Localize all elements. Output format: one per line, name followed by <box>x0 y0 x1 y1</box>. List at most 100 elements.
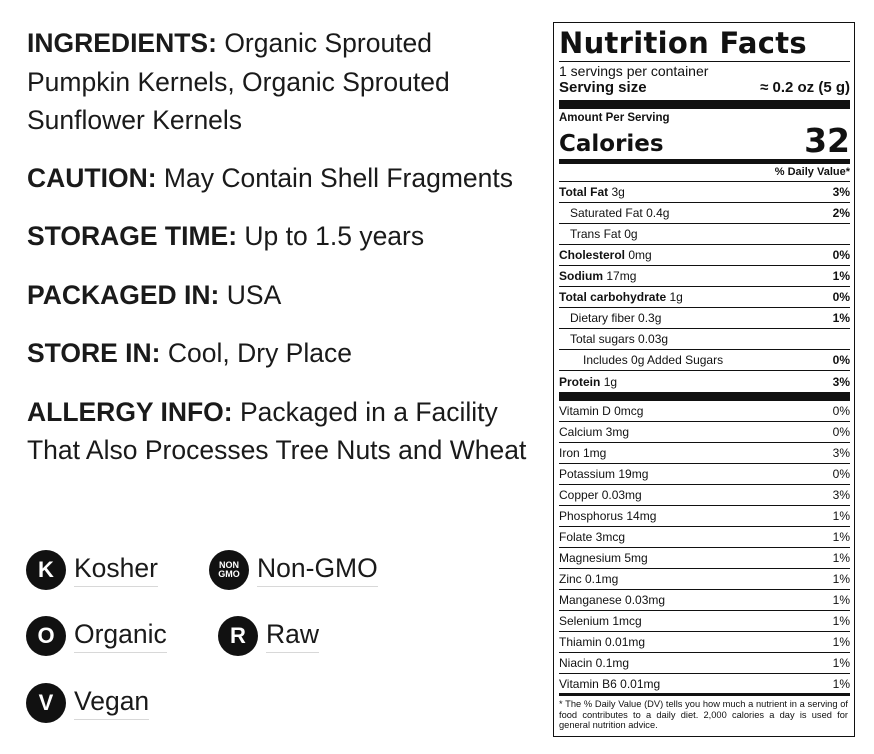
nutrient-row-total-carbohydrate: Total carbohydrate 1g 0% <box>559 287 850 308</box>
store-in-text: Cool, Dry Place <box>167 338 352 368</box>
vitamin-row: Magnesium 5mg 1% <box>559 548 850 569</box>
ingredients-text: Organic Sprouted Pumpkin Kernels, Organi… <box>27 28 450 135</box>
kosher-badge: K Kosher <box>26 550 158 590</box>
nutrient-name: Includes 0g Added Sugars <box>583 353 724 367</box>
storage-time-paragraph: STORAGE TIME: Up to 1.5 years <box>27 217 532 256</box>
vegan-label: Vegan <box>74 686 150 720</box>
allergy-info-text: Packaged in a Facility That Also Process… <box>27 396 527 466</box>
vitamin-row: Vitamin D 0mcg 0% <box>559 401 850 422</box>
nutrient-dv: 0% <box>832 248 850 262</box>
vitamin-label: Copper 0.03mg <box>559 488 642 502</box>
serving-size-value: ≈ 0.2 oz (5 g) <box>760 79 850 96</box>
vitamin-dv: 1% <box>832 635 850 649</box>
packaged-in-paragraph: PACKAGED IN: USA <box>27 276 532 315</box>
nutrient-dv: 3% <box>832 374 850 389</box>
nutrition-facts-title: Nutrition Facts <box>559 26 807 60</box>
vitamin-dv: 1% <box>832 551 850 565</box>
nutrient-row-total-sugars: Total sugars 0.03g <box>559 329 850 350</box>
nutrient-amount: 3g <box>611 185 625 199</box>
vitamin-dv: 0% <box>832 425 850 439</box>
vitamin-label: Thiamin 0.01mg <box>559 635 646 649</box>
nutrient-amount: 17mg <box>606 269 637 283</box>
nutrient-amount: 0.03g <box>638 332 669 346</box>
store-in-label: STORE IN: <box>27 338 161 368</box>
vitamin-label: Niacin 0.1mg <box>559 656 630 670</box>
serving-size-label: Serving size <box>559 79 647 96</box>
store-in-paragraph: STORE IN: Cool, Dry Place <box>27 334 532 373</box>
vitamin-label: Calcium 3mg <box>559 425 630 439</box>
storage-time-text: Up to 1.5 years <box>244 221 425 251</box>
vitamin-dv: 1% <box>832 656 850 670</box>
nutrient-row-total-fat: Total Fat 3g 3% <box>559 182 850 203</box>
nutrient-dv: 1% <box>832 269 850 283</box>
kosher-icon: K <box>26 550 66 590</box>
divider <box>559 61 850 62</box>
nutrient-row-dietary-fiber: Dietary fiber 0.3g 1% <box>559 308 850 329</box>
vitamin-dv: 1% <box>832 572 850 586</box>
thick-divider <box>559 392 850 401</box>
organic-badge: O Organic <box>26 616 167 656</box>
nutrient-amount: 1g <box>603 374 618 389</box>
nutrient-name: Trans Fat <box>570 227 621 241</box>
vitamin-label: Vitamin B6 0.01mg <box>559 676 661 691</box>
nutrient-amount: 0mg <box>628 248 652 262</box>
vitamin-row: Zinc 0.1mg 1% <box>559 569 850 590</box>
calories-label: Calories <box>559 131 664 157</box>
nutrient-row-saturated-fat: Saturated Fat 0.4g 2% <box>559 203 850 224</box>
vitamin-row: Iron 1mg 3% <box>559 443 850 464</box>
nutrient-name: Sodium <box>559 269 603 283</box>
vitamin-row: Thiamin 0.01mg 1% <box>559 632 850 653</box>
vitamin-label: Manganese 0.03mg <box>559 593 666 607</box>
nutrient-dv: 2% <box>832 206 850 220</box>
non-gmo-label: Non-GMO <box>257 553 378 587</box>
amount-per-serving: Amount Per Serving <box>559 112 670 124</box>
vitamin-label: Phosphorus 14mg <box>559 509 657 523</box>
vitamin-label: Folate 3mcg <box>559 530 626 544</box>
ingredients-paragraph: INGREDIENTS: Organic Sprouted Pumpkin Ke… <box>27 24 532 140</box>
vitamin-row: Selenium 1mcg 1% <box>559 611 850 632</box>
daily-value-header: % Daily Value* <box>559 164 850 182</box>
product-info: INGREDIENTS: Organic Sprouted Pumpkin Ke… <box>27 24 532 470</box>
nutrient-dv: 1% <box>832 311 850 325</box>
vitamin-label: Selenium 1mcg <box>559 614 642 628</box>
calories-row: Calories 32 <box>559 124 850 157</box>
packaged-in-label: PACKAGED IN: <box>27 279 220 310</box>
nutrient-name: Protein <box>559 374 601 389</box>
servings-per-container: 1 servings per container <box>559 63 709 79</box>
nutrient-amount: 0.3g <box>638 311 662 325</box>
vitamin-dv: 3% <box>832 446 850 460</box>
nutrient-name: Dietary fiber <box>570 311 635 325</box>
nutrient-name: Total sugars <box>570 332 635 346</box>
raw-badge: R Raw <box>218 616 320 656</box>
raw-icon: R <box>218 616 258 656</box>
vegan-icon: V <box>26 683 66 723</box>
vitamin-label: Zinc 0.1mg <box>559 572 619 586</box>
caution-paragraph: CAUTION: May Contain Shell Fragments <box>27 159 532 198</box>
vitamin-dv: 3% <box>832 488 850 502</box>
vitamin-row: Niacin 0.1mg 1% <box>559 653 850 674</box>
non-gmo-icon: NON GMO <box>209 550 249 590</box>
nutrition-facts-panel: Nutrition Facts 1 servings per container… <box>553 22 855 737</box>
nutrient-row-sodium: Sodium 17mg 1% <box>559 266 850 287</box>
caution-label: CAUTION: <box>27 162 157 193</box>
vitamin-dv: 1% <box>832 530 850 544</box>
organic-icon: O <box>26 616 66 656</box>
ingredients-label: INGREDIENTS: <box>27 28 217 58</box>
vegan-badge: V Vegan <box>26 683 150 723</box>
vitamin-row: Vitamin B6 0.01mg 1% <box>559 674 850 696</box>
medium-divider <box>559 159 850 164</box>
daily-value-footnote: * The % Daily Value (DV) tells you how m… <box>559 699 848 730</box>
vitamin-row: Folate 3mcg 1% <box>559 527 850 548</box>
vitamin-label: Magnesium 5mg <box>559 551 648 565</box>
vitamin-label: Potassium 19mg <box>559 467 649 481</box>
vitamin-dv: 0% <box>832 404 850 418</box>
nutrient-name: Saturated Fat <box>570 206 643 220</box>
vitamin-dv: 1% <box>832 593 850 607</box>
vitamin-dv: 0% <box>832 467 850 481</box>
kosher-label: Kosher <box>74 553 158 587</box>
vitamin-label: Iron 1mg <box>559 446 607 460</box>
nutrient-row-protein: Protein 1g 3% <box>559 371 850 392</box>
non-gmo-icon-top: NON <box>219 560 239 570</box>
nutrient-row-added-sugars: Includes 0g Added Sugars 0% <box>559 350 850 371</box>
caution-text: May Contain Shell Fragments <box>163 162 513 193</box>
